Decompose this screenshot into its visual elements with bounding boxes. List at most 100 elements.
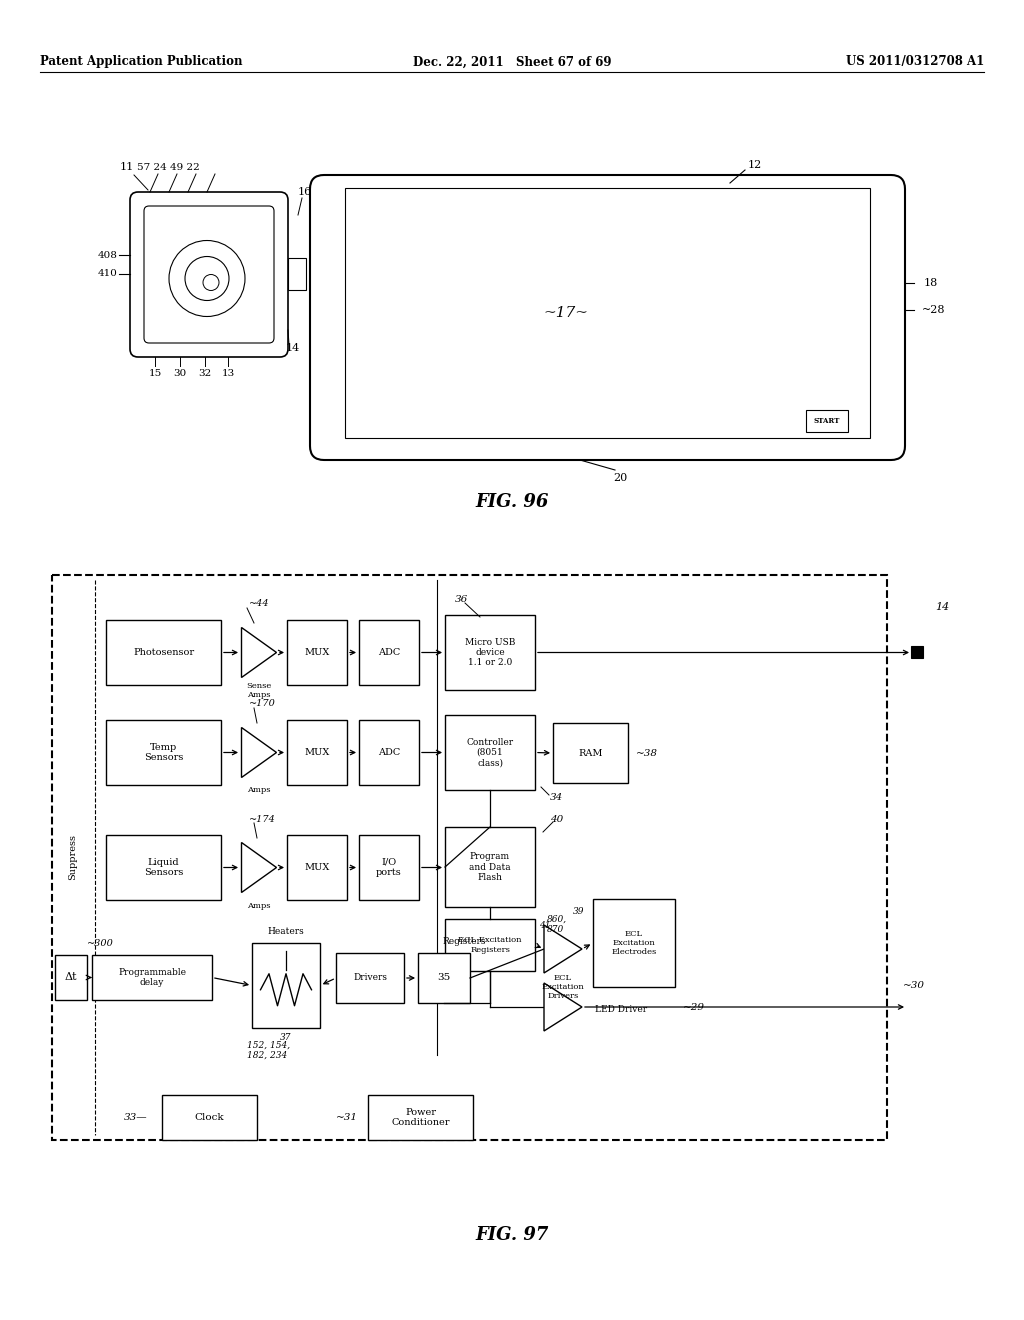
Text: 57 24 49 22: 57 24 49 22 xyxy=(136,162,200,172)
Bar xyxy=(287,836,347,900)
Text: 30: 30 xyxy=(173,370,186,379)
Polygon shape xyxy=(242,842,276,892)
Text: 32: 32 xyxy=(199,370,212,379)
Text: 12: 12 xyxy=(748,160,762,170)
Text: 410: 410 xyxy=(98,269,118,279)
Text: ECL
Excitation
Drivers: ECL Excitation Drivers xyxy=(542,974,585,1001)
Bar xyxy=(106,836,221,900)
Text: ~38: ~38 xyxy=(636,748,658,758)
Text: Sense
Amps: Sense Amps xyxy=(247,682,271,700)
Text: Power
Conditioner: Power Conditioner xyxy=(391,1107,450,1127)
Text: Registers: Registers xyxy=(442,936,485,945)
Text: Amps: Amps xyxy=(247,787,270,795)
Polygon shape xyxy=(242,727,276,777)
Text: 34: 34 xyxy=(550,793,563,803)
Bar xyxy=(553,723,628,783)
Text: ECL
Excitation
Electrodes: ECL Excitation Electrodes xyxy=(611,929,656,956)
Text: ~28: ~28 xyxy=(922,305,945,315)
Text: 408: 408 xyxy=(98,251,118,260)
Text: 37: 37 xyxy=(281,1034,292,1043)
Text: Dec. 22, 2011   Sheet 67 of 69: Dec. 22, 2011 Sheet 67 of 69 xyxy=(413,55,611,69)
Text: 14: 14 xyxy=(935,602,949,612)
Text: ~44: ~44 xyxy=(249,599,269,609)
Text: Program
and Data
Flash: Program and Data Flash xyxy=(469,853,511,882)
Text: ~30: ~30 xyxy=(903,981,925,990)
Bar xyxy=(445,919,535,972)
Text: ~174: ~174 xyxy=(249,814,275,824)
Text: Amps: Amps xyxy=(247,902,270,909)
Text: 35: 35 xyxy=(437,974,451,982)
Bar xyxy=(336,953,404,1003)
Text: Programmable
delay: Programmable delay xyxy=(118,968,186,987)
Text: 20: 20 xyxy=(613,473,627,483)
Text: MUX: MUX xyxy=(304,863,330,873)
Text: LED Driver: LED Driver xyxy=(595,1006,647,1015)
Bar xyxy=(445,615,535,690)
Text: 33—: 33— xyxy=(124,1113,148,1122)
Text: 16: 16 xyxy=(298,187,312,197)
Circle shape xyxy=(169,240,245,317)
Text: ADC: ADC xyxy=(378,748,400,756)
Text: ~17~: ~17~ xyxy=(543,306,588,319)
Bar xyxy=(106,620,221,685)
Text: Patent Application Publication: Patent Application Publication xyxy=(40,55,243,69)
Text: Clock: Clock xyxy=(195,1113,224,1122)
Bar xyxy=(806,411,848,432)
Text: Suppress: Suppress xyxy=(69,834,78,880)
Text: START: START xyxy=(814,417,840,425)
Text: ~170: ~170 xyxy=(249,700,275,709)
Text: Δt: Δt xyxy=(65,973,77,982)
Text: 14: 14 xyxy=(286,343,300,352)
Text: ECL Excitation
Registers: ECL Excitation Registers xyxy=(459,936,522,953)
Text: 36: 36 xyxy=(455,594,468,603)
Text: Micro USB
device
1.1 or 2.0: Micro USB device 1.1 or 2.0 xyxy=(465,638,515,668)
Text: 15: 15 xyxy=(148,370,162,379)
Text: Photosensor: Photosensor xyxy=(133,648,195,657)
Bar xyxy=(359,719,419,785)
Bar xyxy=(345,187,870,438)
Bar xyxy=(287,719,347,785)
Text: Liquid
Sensors: Liquid Sensors xyxy=(143,858,183,878)
Polygon shape xyxy=(242,627,276,677)
Text: 11: 11 xyxy=(120,162,134,172)
Bar xyxy=(162,1096,257,1140)
Text: 18: 18 xyxy=(924,279,938,288)
Text: 860,
870: 860, 870 xyxy=(547,915,567,933)
Bar xyxy=(92,954,212,1001)
Circle shape xyxy=(203,275,219,290)
Bar xyxy=(359,836,419,900)
Text: MUX: MUX xyxy=(304,648,330,657)
Bar xyxy=(287,620,347,685)
Text: ADC: ADC xyxy=(378,648,400,657)
Bar xyxy=(445,715,535,789)
Text: FIG. 96: FIG. 96 xyxy=(475,492,549,511)
Bar xyxy=(368,1096,473,1140)
FancyBboxPatch shape xyxy=(130,191,288,356)
Bar xyxy=(911,645,923,657)
Bar xyxy=(288,257,306,290)
Bar xyxy=(106,719,221,785)
Text: 39: 39 xyxy=(573,907,585,916)
Bar xyxy=(593,899,675,987)
FancyBboxPatch shape xyxy=(310,176,905,459)
Text: ~300: ~300 xyxy=(87,939,114,948)
Text: Drivers: Drivers xyxy=(353,974,387,982)
Bar xyxy=(418,953,470,1003)
Text: RAM: RAM xyxy=(579,748,603,758)
Text: 13: 13 xyxy=(221,370,234,379)
Bar xyxy=(55,954,87,1001)
Bar xyxy=(252,942,319,1028)
Text: 40: 40 xyxy=(550,814,563,824)
Text: FIG. 97: FIG. 97 xyxy=(475,1226,549,1243)
Text: Heaters: Heaters xyxy=(267,927,304,936)
Text: US 2011/0312708 A1: US 2011/0312708 A1 xyxy=(846,55,984,69)
Text: 41: 41 xyxy=(539,920,551,929)
Circle shape xyxy=(185,256,229,301)
Text: Controller
(8051
class): Controller (8051 class) xyxy=(467,738,514,767)
Bar xyxy=(445,828,535,907)
FancyBboxPatch shape xyxy=(144,206,274,343)
Bar xyxy=(52,576,887,1140)
Text: 152, 154,
182, 234: 152, 154, 182, 234 xyxy=(247,1040,290,1060)
Text: ~29: ~29 xyxy=(683,1002,705,1011)
Text: Temp
Sensors: Temp Sensors xyxy=(143,743,183,762)
